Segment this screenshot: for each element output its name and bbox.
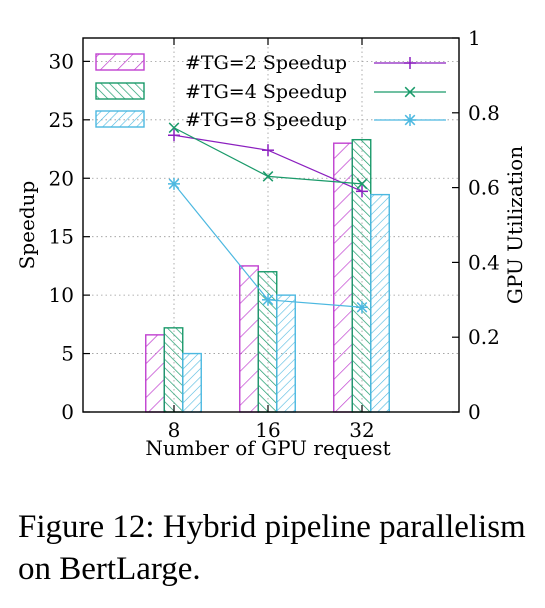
y2-tick-label: 0.2 — [468, 325, 500, 349]
y-tick-label: 25 — [49, 108, 74, 132]
plot-frame — [82, 37, 460, 413]
util-point-tg4-16 — [262, 171, 274, 182]
y2-tick-label: 1 — [468, 26, 481, 50]
bar-tg8-8 — [182, 352, 202, 413]
bar-tg8-32 — [370, 193, 390, 413]
y2-tick-label: 0.4 — [468, 250, 500, 274]
legend-marker — [404, 114, 416, 126]
y-tick-label: 10 — [49, 283, 74, 307]
legend-label: #TG=8 Speedup — [185, 109, 347, 131]
legend-swatch — [95, 110, 145, 128]
x-tick-label: 32 — [349, 418, 374, 442]
y2-axis-label: GPU Utilization — [503, 146, 527, 304]
util-point-tg4-32 — [356, 178, 368, 190]
util-point-tg2-8 — [168, 129, 180, 142]
y-tick-label: 20 — [49, 166, 74, 190]
bar-tg2-8 — [145, 334, 165, 413]
legend-swatch — [95, 53, 145, 71]
utilization-lines — [168, 122, 368, 314]
bar-tg4-8 — [163, 327, 184, 413]
y-axis-label: Speedup — [15, 181, 39, 270]
legend-marker — [404, 86, 416, 98]
y-tick-label: 5 — [61, 342, 74, 366]
util-point-tg2-32 — [356, 185, 368, 198]
bar-tg2-16 — [239, 265, 259, 413]
util-point-tg2-16 — [262, 144, 274, 157]
bars — [145, 138, 390, 413]
figure-caption: Figure 12: Hybrid pipeline parallelism o… — [18, 509, 526, 587]
legend: #TG=2 Speedup #TG=4 Speedup #TG=8 Speedup — [95, 52, 446, 131]
bar-tg4-32 — [351, 138, 372, 413]
util-point-tg8-16 — [262, 293, 274, 306]
legend-marker — [404, 57, 416, 69]
chart: 0 5 10 15 20 25 30 0 0.2 0.4 0.6 0.8 1 8 16 32 #TG=2 Sp… — [15, 26, 527, 460]
legend-label: #TG=2 Speedup — [185, 52, 347, 74]
legend-swatch — [95, 82, 145, 100]
util-point-tg4-8 — [168, 122, 180, 134]
y2-tick-label: 0.8 — [468, 101, 500, 125]
y-tick-label: 15 — [49, 225, 74, 249]
y-tick-label: 0 — [61, 400, 74, 424]
x-tick-label: 16 — [255, 418, 280, 442]
y2-tick-label: 0 — [468, 400, 481, 424]
y2-tick-label: 0.6 — [468, 176, 500, 200]
legend-label: #TG=4 Speedup — [185, 81, 347, 103]
x-axis-label: Number of GPU request — [145, 436, 390, 460]
y-tick-label: 30 — [49, 49, 74, 73]
bar-tg8-16 — [276, 294, 296, 413]
util-point-tg8-32 — [356, 301, 368, 314]
x-tick-label: 8 — [168, 418, 181, 442]
bar-tg4-16 — [257, 271, 278, 413]
util-point-tg8-8 — [168, 177, 180, 190]
axis-ticks: 0 5 10 15 20 25 30 0 0.2 0.4 0.6 0.8 1 8 16 32 — [49, 26, 500, 442]
